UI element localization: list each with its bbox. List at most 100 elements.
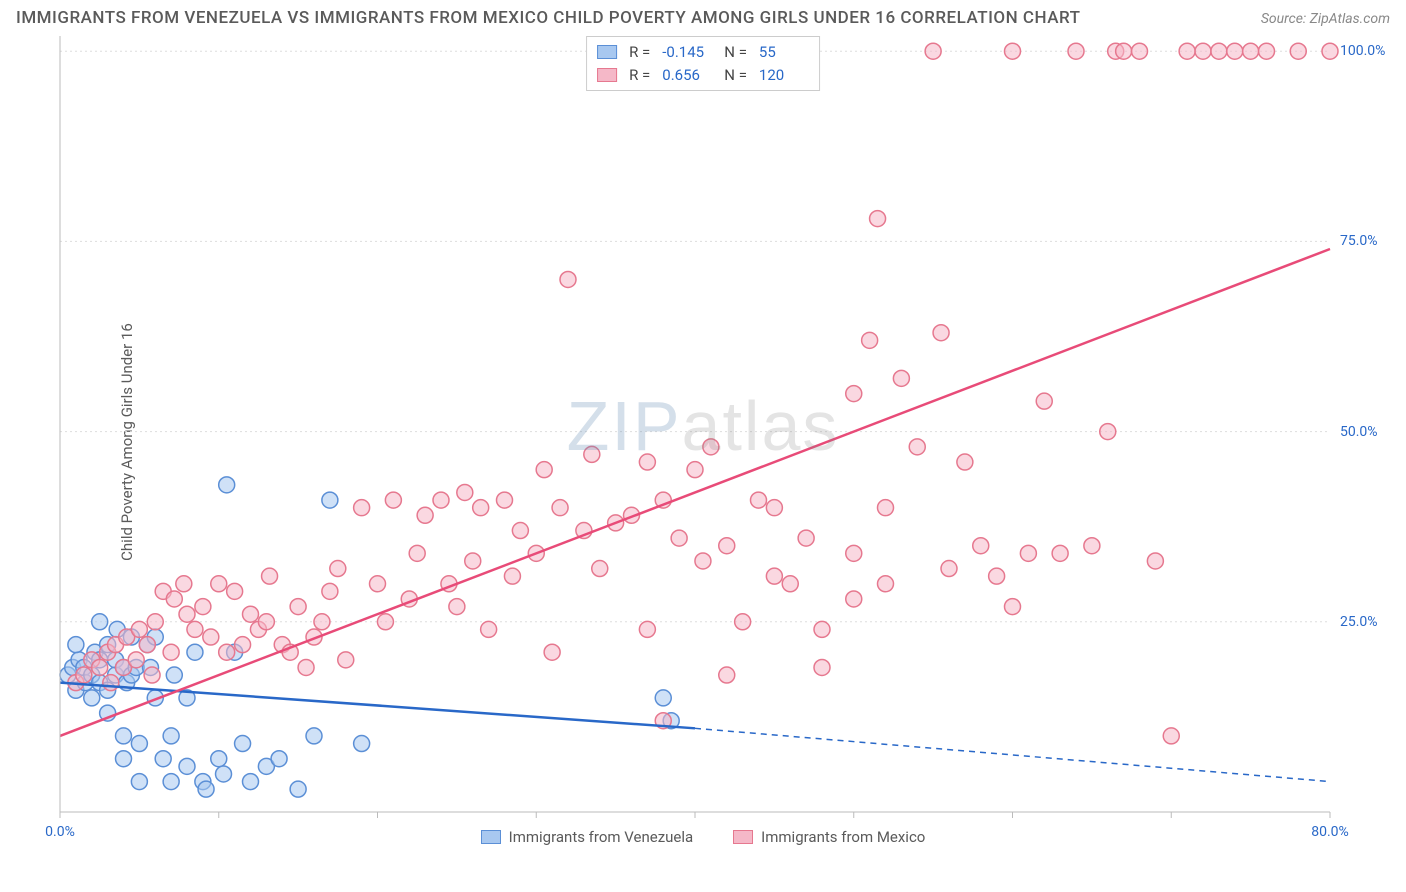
data-point (163, 728, 179, 744)
data-point (1147, 553, 1163, 569)
data-point (862, 332, 878, 348)
y-tick-label: 100.0% (1340, 43, 1385, 59)
data-point (147, 614, 163, 630)
data-point (144, 667, 160, 683)
data-point (128, 652, 144, 668)
data-point (481, 621, 497, 637)
data-point (330, 561, 346, 577)
data-point (639, 454, 655, 470)
data-point (433, 492, 449, 508)
data-point (155, 751, 171, 767)
data-point (338, 652, 354, 668)
data-point (1195, 43, 1211, 59)
data-point (941, 561, 957, 577)
stats-legend: R =-0.145N =55R =0.656N =120 (586, 36, 820, 91)
trend-line (60, 249, 1330, 736)
data-point (1005, 599, 1021, 615)
data-point (216, 766, 232, 782)
data-point (1290, 43, 1306, 59)
data-point (1005, 43, 1021, 59)
data-point (846, 591, 862, 607)
data-point (131, 621, 147, 637)
r-value: 0.656 (662, 64, 712, 87)
data-point (306, 728, 322, 744)
data-point (735, 614, 751, 630)
data-point (195, 599, 211, 615)
data-point (198, 781, 214, 797)
data-point (322, 492, 338, 508)
data-point (116, 728, 132, 744)
data-point (1163, 728, 1179, 744)
data-point (131, 774, 147, 790)
data-point (584, 446, 600, 462)
plot-area: Child Poverty Among Girls Under 16 ZIPat… (0, 32, 1406, 852)
data-point (235, 736, 251, 752)
data-point (766, 568, 782, 584)
data-point (512, 523, 528, 539)
data-point (131, 736, 147, 752)
data-point (719, 667, 735, 683)
data-point (409, 545, 425, 561)
data-point (76, 667, 92, 683)
data-point (385, 492, 401, 508)
data-point (179, 758, 195, 774)
r-label: R = (629, 64, 650, 87)
legend-swatch (597, 45, 617, 59)
data-point (290, 781, 306, 797)
data-point (271, 751, 287, 767)
data-point (1084, 538, 1100, 554)
data-point (68, 637, 84, 653)
data-point (1179, 43, 1195, 59)
data-point (262, 568, 278, 584)
data-point (377, 614, 393, 630)
data-point (314, 614, 330, 630)
data-point (219, 477, 235, 493)
data-point (497, 492, 513, 508)
legend-swatch (481, 830, 501, 844)
data-point (957, 454, 973, 470)
data-point (870, 211, 886, 227)
data-point (211, 751, 227, 767)
data-point (92, 659, 108, 675)
legend-swatch (733, 830, 753, 844)
data-point (878, 500, 894, 516)
data-point (166, 591, 182, 607)
data-point (933, 325, 949, 341)
data-point (243, 774, 259, 790)
data-point (187, 644, 203, 660)
chart-title: IMMIGRANTS FROM VENEZUELA VS IMMIGRANTS … (16, 8, 1080, 28)
data-point (84, 690, 100, 706)
data-point (893, 370, 909, 386)
data-point (798, 530, 814, 546)
bottom-legend: Immigrants from VenezuelaImmigrants from… (0, 822, 1406, 852)
data-point (639, 621, 655, 637)
trend-line-extrapolated (695, 728, 1330, 781)
data-point (878, 576, 894, 592)
legend-swatch (597, 68, 617, 82)
legend-label: Immigrants from Mexico (761, 828, 925, 846)
data-point (465, 553, 481, 569)
data-point (1036, 393, 1052, 409)
data-point (179, 606, 195, 622)
n-label: N = (724, 41, 747, 64)
data-point (235, 637, 251, 653)
data-point (322, 583, 338, 599)
data-point (166, 667, 182, 683)
data-point (1259, 43, 1275, 59)
data-point (814, 621, 830, 637)
data-point (1068, 43, 1084, 59)
data-point (989, 568, 1005, 584)
data-point (1227, 43, 1243, 59)
data-point (139, 637, 155, 653)
data-point (203, 629, 219, 645)
data-point (695, 553, 711, 569)
data-point (925, 43, 941, 59)
data-point (544, 644, 560, 660)
data-point (354, 500, 370, 516)
data-point (1243, 43, 1259, 59)
scatter-svg (0, 32, 1406, 852)
data-point (560, 271, 576, 287)
data-point (243, 606, 259, 622)
r-value: -0.145 (662, 41, 712, 64)
y-tick-label: 50.0% (1340, 424, 1378, 440)
